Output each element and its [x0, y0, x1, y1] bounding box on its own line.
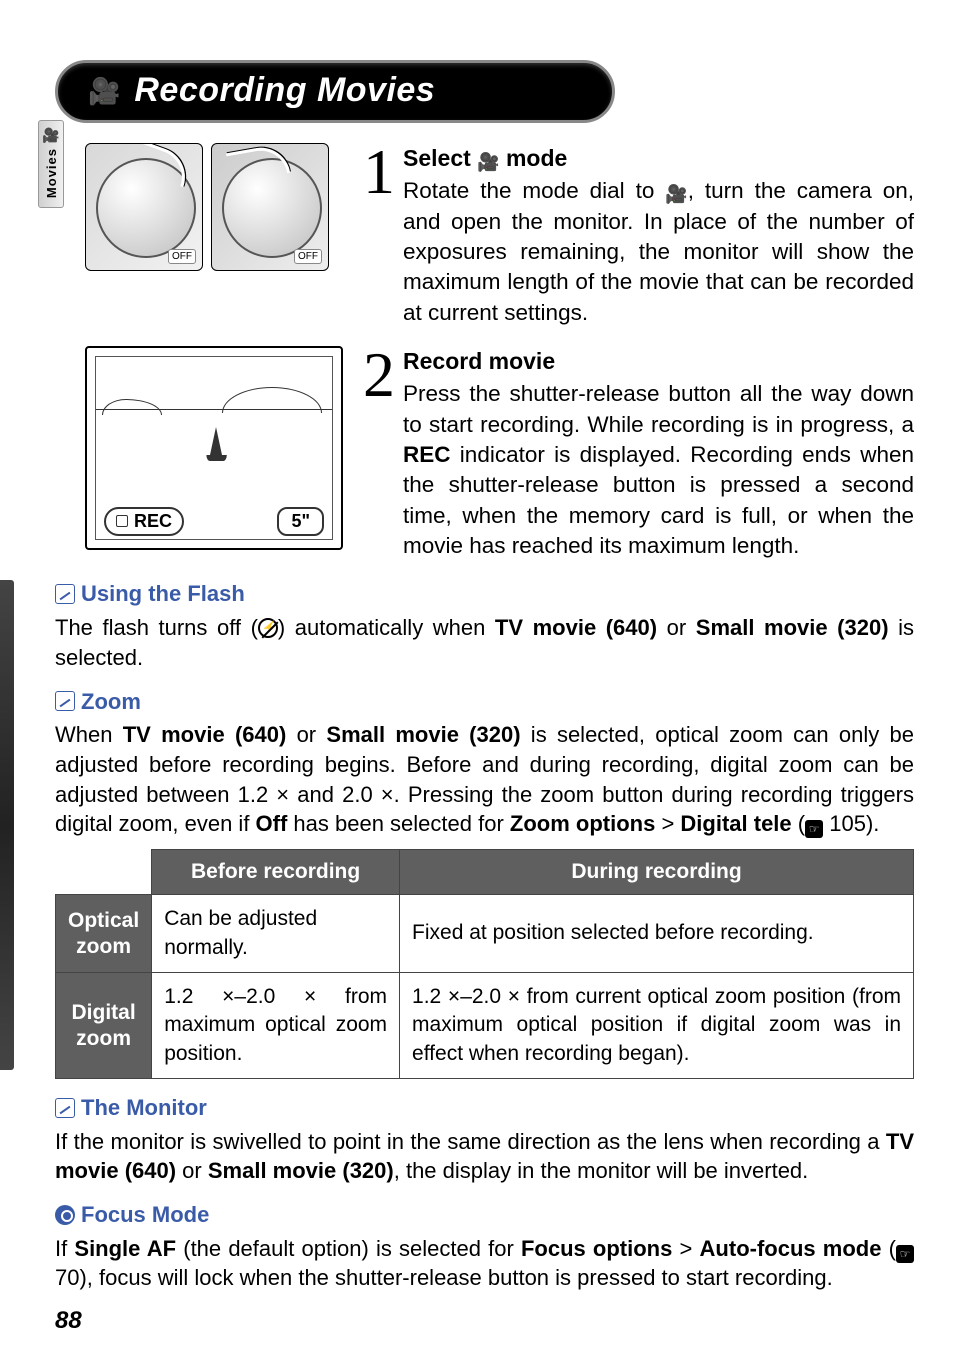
- notes-section: Using the Flash The flash turns off () a…: [55, 579, 914, 1337]
- steps-area: 1 Select 🎥 mode Rotate the mode dial to …: [85, 143, 914, 561]
- note-monitor-body: If the monitor is swivelled to point in …: [55, 1127, 914, 1186]
- note-heading-focus: Focus Mode: [55, 1200, 914, 1230]
- mode-dial-illustration: [85, 143, 203, 271]
- step-2-illustration: REC 5": [85, 346, 345, 561]
- flash-off-icon: [258, 618, 278, 638]
- time-remaining: 5": [277, 507, 324, 536]
- tip-icon: [55, 1205, 75, 1225]
- page-number: 88: [55, 1305, 914, 1337]
- zoom-table: Before recording During recording Optica…: [55, 849, 914, 1079]
- monitor-preview-illustration: REC 5": [85, 346, 343, 550]
- rec-label: REC: [134, 511, 172, 532]
- step-1-text: 1 Select 🎥 mode Rotate the mode dial to …: [363, 143, 914, 328]
- step-1-row: 1 Select 🎥 mode Rotate the mode dial to …: [85, 143, 914, 328]
- note-icon: [55, 691, 75, 711]
- cell-digital-before: 1.2 ×–2.0 × from maximum optical zoom po…: [152, 973, 400, 1079]
- page-ref-icon: ☞: [896, 1245, 914, 1263]
- step-number: 2: [363, 346, 395, 561]
- note-icon: [55, 584, 75, 604]
- note-icon: [55, 1098, 75, 1118]
- movie-mode-icon: 🎥: [477, 150, 499, 174]
- rec-icon: [116, 515, 128, 527]
- movie-camera-icon: 🎥: [88, 78, 120, 104]
- row-head-digital: Digital zoom: [56, 973, 152, 1079]
- row-head-optical: Optical zoom: [56, 895, 152, 973]
- note-flash-body: The flash turns off () automatically whe…: [55, 613, 914, 672]
- cell-digital-during: 1.2 ×–2.0 × from current optical zoom po…: [400, 973, 914, 1079]
- movie-mode-icon: 🎥: [665, 182, 687, 206]
- step-number: 1: [363, 143, 395, 328]
- table-corner: [56, 849, 152, 894]
- table-row: Digital zoom 1.2 ×–2.0 × from maximum op…: [56, 973, 914, 1079]
- step-2-heading: Record movie: [403, 346, 914, 377]
- step-2-text: 2 Record movie Press the shutter-release…: [363, 346, 914, 561]
- note-zoom-body: When TV movie (640) or Small movie (320)…: [55, 720, 914, 839]
- page-ref-icon: ☞: [805, 820, 823, 838]
- note-focus-body: If Single AF (the default option) is sel…: [55, 1234, 914, 1293]
- step-1-illustrations: [85, 143, 345, 328]
- cell-optical-before: Can be adjusted normally.: [152, 895, 400, 973]
- step-1-body: Select 🎥 mode Rotate the mode dial to 🎥,…: [403, 143, 914, 328]
- note-heading-flash: Using the Flash: [55, 579, 914, 609]
- table-col-during: During recording: [400, 849, 914, 894]
- note-heading-monitor: The Monitor: [55, 1093, 914, 1123]
- page-title: Recording Movies: [134, 71, 435, 110]
- page-content: 🎥 Recording Movies 1 Select 🎥 mode R: [0, 0, 954, 1358]
- table-col-before: Before recording: [152, 849, 400, 894]
- step-2-body: Record movie Press the shutter-release b…: [403, 346, 914, 561]
- table-row: Optical zoom Can be adjusted normally. F…: [56, 895, 914, 973]
- rec-indicator: REC: [104, 507, 184, 536]
- step-2-row: REC 5" 2 Record movie Press the shutter-…: [85, 346, 914, 561]
- cell-optical-during: Fixed at position selected before record…: [400, 895, 914, 973]
- step-1-heading: Select 🎥 mode: [403, 143, 914, 174]
- note-heading-zoom: Zoom: [55, 687, 914, 717]
- section-title-pill: 🎥 Recording Movies: [55, 60, 615, 123]
- camera-top-illustration: [211, 143, 329, 271]
